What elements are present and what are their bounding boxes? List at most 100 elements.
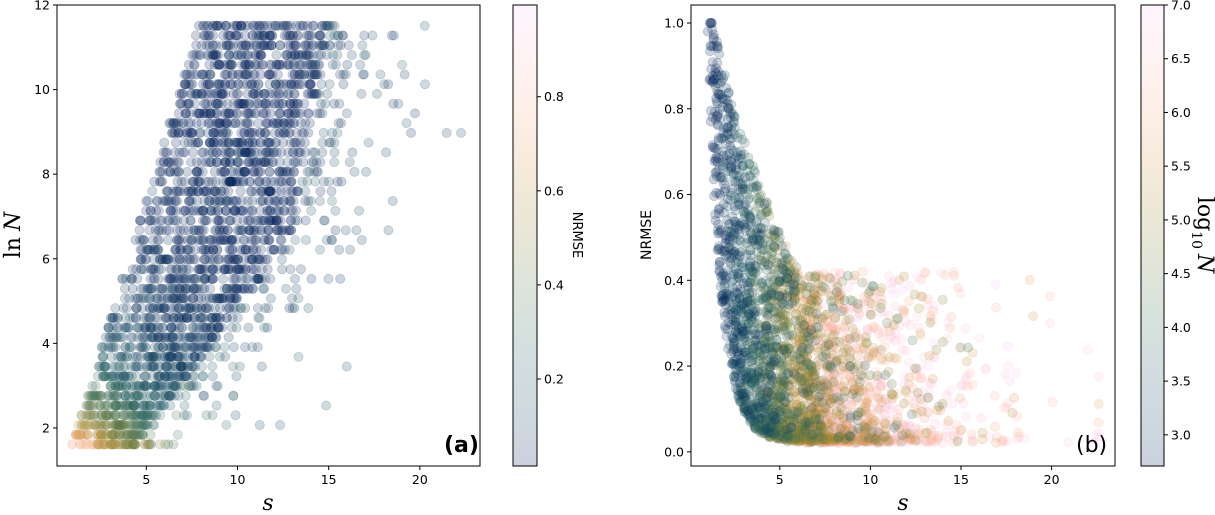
scatter-point xyxy=(85,419,96,430)
scatter-point xyxy=(141,361,152,372)
scatter-point xyxy=(977,427,988,438)
scatter-point xyxy=(212,244,223,255)
scatter-point xyxy=(231,283,242,294)
scatter-point xyxy=(200,79,211,90)
scatter-point xyxy=(174,303,185,314)
scatter-point xyxy=(166,342,177,353)
scatter-point xyxy=(990,279,1001,290)
scatter-point xyxy=(273,225,284,236)
scatter-point xyxy=(142,419,153,430)
scatter-point xyxy=(805,365,816,376)
scatter-point xyxy=(207,332,218,343)
scatter-point xyxy=(110,342,121,353)
scatter-point xyxy=(174,293,185,304)
scatter-point xyxy=(342,59,353,70)
scatter-point xyxy=(198,30,209,41)
scatter-point xyxy=(246,205,257,216)
scatter-point xyxy=(128,312,139,323)
scatter-point xyxy=(129,390,140,401)
scatter-point xyxy=(211,332,222,343)
scatter-point xyxy=(102,390,113,401)
scatter-point xyxy=(234,225,245,236)
scatter-point xyxy=(164,390,175,401)
scatter-point xyxy=(205,69,216,80)
scatter-point xyxy=(1002,341,1013,352)
scatter-point xyxy=(133,332,144,343)
scatter-point xyxy=(961,411,972,422)
scatter-point xyxy=(419,20,430,31)
scatter-point xyxy=(99,361,110,372)
scatter-point xyxy=(183,351,194,362)
scatter-point xyxy=(127,410,138,421)
y-tick-label: 4 xyxy=(42,336,50,351)
scatter-point xyxy=(240,244,251,255)
scatter-point xyxy=(920,428,931,439)
scatter-point xyxy=(122,429,133,440)
scatter-point xyxy=(149,351,160,362)
scatter-point xyxy=(98,351,109,362)
scatter-point xyxy=(144,439,155,450)
scatter-point xyxy=(107,439,118,450)
scatter-point xyxy=(912,387,923,398)
y-axis-label-a: lnN xyxy=(1,211,26,258)
scatter-point xyxy=(251,273,262,284)
scatter-point xyxy=(254,312,265,323)
scatter-point xyxy=(166,351,177,362)
scatter-point xyxy=(192,303,203,314)
scatter-point xyxy=(221,205,232,216)
scatter-point xyxy=(194,264,205,275)
scatter-point xyxy=(146,410,157,421)
scatter-point xyxy=(1009,392,1020,403)
scatter-point xyxy=(906,409,917,420)
scatter-point xyxy=(123,439,134,450)
scatter-point xyxy=(145,361,156,372)
scatter-point xyxy=(269,195,280,206)
scatter-point xyxy=(227,312,238,323)
scatter-point xyxy=(148,361,159,372)
scatter-point xyxy=(113,332,124,343)
scatter-point xyxy=(288,98,299,109)
scatter-point xyxy=(334,98,345,109)
scatter-point xyxy=(145,264,156,275)
scatter-point xyxy=(277,264,288,275)
scatter-point xyxy=(153,371,164,382)
scatter-point xyxy=(159,400,170,411)
scatter-point xyxy=(160,312,171,323)
scatter-point xyxy=(194,351,205,362)
scatter-point xyxy=(180,390,191,401)
scatter-point xyxy=(149,342,160,353)
scatter-point xyxy=(844,333,855,344)
scatter-point xyxy=(176,361,187,372)
scatter-point xyxy=(399,69,410,80)
scatter-point xyxy=(144,303,155,314)
scatter-point xyxy=(119,439,130,450)
scatter-point xyxy=(263,147,274,158)
scatter-point xyxy=(115,429,126,440)
scatter-point xyxy=(165,303,176,314)
scatter-point xyxy=(174,283,185,294)
scatter-point xyxy=(220,264,231,275)
scatter-point xyxy=(219,108,230,119)
scatter-point xyxy=(240,273,251,284)
scatter-point xyxy=(155,254,166,265)
scatter-point xyxy=(131,303,142,314)
scatter-point xyxy=(92,439,103,450)
scatter-point xyxy=(98,439,109,450)
scatter-point xyxy=(148,361,159,372)
scatter-point xyxy=(195,312,206,323)
scatter-point xyxy=(212,264,223,275)
scatter-point xyxy=(189,351,200,362)
scatter-point xyxy=(131,371,142,382)
scatter-point xyxy=(99,361,110,372)
scatter-point xyxy=(886,388,897,399)
scatter-point xyxy=(120,371,131,382)
scatter-point xyxy=(899,305,910,316)
scatter-point xyxy=(173,234,184,245)
scatter-point xyxy=(260,273,271,284)
scatter-point xyxy=(109,312,120,323)
scatter-point xyxy=(239,166,250,177)
scatter-point xyxy=(106,371,117,382)
scatter-point xyxy=(250,273,261,284)
scatter-point xyxy=(218,234,229,245)
scatter-point xyxy=(142,332,153,343)
